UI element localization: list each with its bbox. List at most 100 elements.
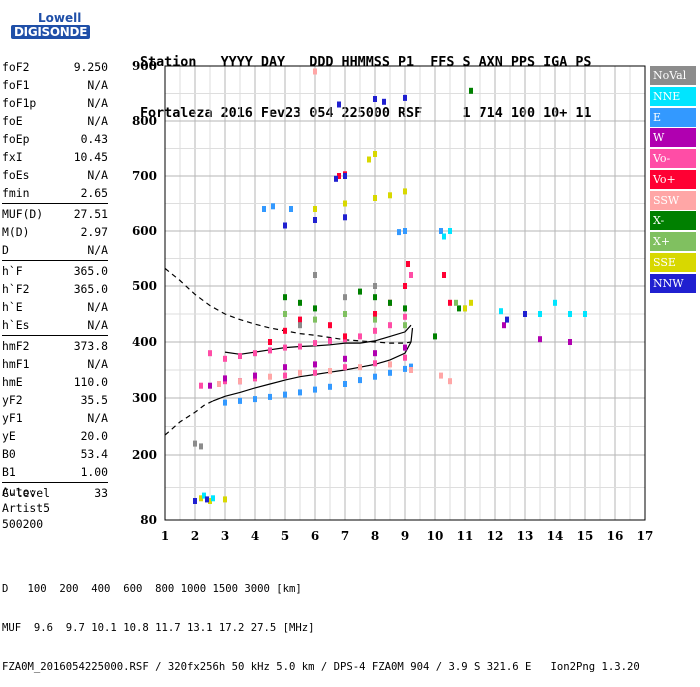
parameter-row: foE N/A — [2, 112, 108, 130]
data-point-w — [208, 382, 212, 389]
data-point-noval — [373, 283, 377, 289]
parameter-row: foF1 N/A — [2, 76, 108, 94]
parameter-row: hmF1 N/A — [2, 355, 108, 373]
data-point-ssw — [439, 372, 443, 379]
parameter-name: yF1 — [2, 411, 23, 425]
x-tick-label: 6 — [311, 529, 319, 543]
y-tick-label: 300 — [132, 391, 157, 405]
parameter-value: 365.0 — [73, 264, 108, 278]
data-point-vo- — [328, 337, 332, 344]
x-tick-label: 2 — [191, 529, 199, 543]
parameter-value: N/A — [87, 114, 108, 128]
parameter-name: h`Es — [2, 318, 30, 332]
parameter-name: hmF1 — [2, 357, 30, 371]
data-point-vo- — [358, 333, 362, 340]
logo-line-1: Lowell — [38, 11, 82, 25]
data-point-ssw — [217, 381, 221, 387]
x-tick-label: 1 — [161, 529, 169, 543]
parameter-row: foEs N/A — [2, 166, 108, 184]
auto-label: Auto: — [2, 485, 37, 499]
y-tick-label: 200 — [132, 448, 157, 462]
y-tick-label: 400 — [132, 335, 157, 349]
data-point-x- — [388, 299, 392, 306]
parameter-value: N/A — [87, 168, 108, 182]
data-point-nnw — [343, 214, 347, 221]
data-point-nnw — [382, 98, 386, 105]
parameter-name: yF2 — [2, 393, 23, 407]
parameter-value: N/A — [87, 243, 108, 257]
data-point-noval — [199, 443, 203, 450]
legend-item-w: W — [650, 128, 696, 148]
data-point-ssw — [313, 68, 317, 75]
legend-item-nnw: NNW — [650, 273, 696, 293]
parameter-name: foF1p — [2, 96, 37, 110]
data-point-x- — [313, 305, 317, 312]
parameter-name: D — [2, 243, 9, 257]
parameter-value: N/A — [87, 411, 108, 425]
data-point-vo- — [268, 347, 272, 354]
data-point-x- — [313, 316, 317, 323]
x-tick-label: 8 — [371, 529, 379, 543]
data-point-nne — [211, 495, 215, 502]
data-point-w — [568, 339, 572, 345]
data-point-nnw — [334, 175, 338, 182]
data-point-vo- — [373, 360, 377, 367]
parameter-separator — [2, 335, 108, 336]
data-point-vo- — [328, 322, 332, 329]
data-point-x- — [358, 288, 362, 295]
data-point-w — [538, 336, 542, 343]
data-point-vo- — [409, 272, 413, 278]
legend-item-ssw: SSW — [650, 190, 696, 210]
parameter-name: foEs — [2, 168, 30, 182]
data-point-nnw — [343, 173, 347, 179]
parameter-row: yF2 35.5 — [2, 391, 108, 409]
data-point-e — [397, 229, 401, 236]
data-point-x- — [343, 311, 347, 317]
data-point-ssw — [298, 369, 302, 376]
parameter-value: 27.51 — [73, 207, 108, 221]
data-point-nne — [553, 299, 557, 306]
parameter-row: B1 1.00 — [2, 463, 108, 481]
parameter-row: fmin 2.65 — [2, 184, 108, 202]
data-point-nnw — [205, 496, 209, 503]
parameter-value: 110.0 — [73, 375, 108, 389]
data-point-vo- — [406, 261, 410, 267]
data-point-vo- — [298, 343, 302, 350]
data-point-nne — [568, 311, 572, 317]
parameter-value: 2.97 — [80, 225, 108, 239]
parameter-name: hmF2 — [2, 339, 30, 353]
data-point-e — [289, 206, 293, 212]
data-point-vo- — [283, 327, 287, 334]
data-point-vo- — [343, 364, 347, 371]
data-point-x- — [403, 322, 407, 329]
x-tick-label: 13 — [517, 529, 534, 543]
parameter-value: 53.4 — [80, 447, 108, 461]
x-tick-label: 17 — [637, 529, 654, 543]
data-point-e — [373, 373, 377, 380]
parameter-name: yE — [2, 429, 16, 443]
x-tick-label: 16 — [607, 529, 624, 543]
data-point-vo- — [313, 369, 317, 376]
footer-file-info: FZA0M_2016054225000.RSF / 320fx256h 50 k… — [2, 661, 640, 673]
data-point-w — [313, 361, 317, 368]
parameter-row: foEp 0.43 — [2, 130, 108, 148]
y-tick-label: 900 — [132, 59, 157, 73]
footer-muf-label: MUF — [2, 622, 22, 634]
data-point-sse — [313, 206, 317, 212]
data-point-w — [343, 355, 347, 362]
parameter-value: N/A — [87, 300, 108, 314]
legend-item-noval: NoVal — [650, 66, 696, 85]
x-tick-label: 4 — [251, 529, 259, 543]
auto-program: Artist5 — [2, 501, 51, 515]
parameter-name: B0 — [2, 447, 16, 461]
data-point-ssw — [448, 378, 452, 385]
parameter-separator — [2, 260, 108, 261]
data-point-w — [283, 364, 287, 371]
data-point-ssw — [388, 361, 392, 368]
autoscaling-info: Auto: Artist5 500200 — [2, 484, 50, 532]
parameter-value: 35.5 — [80, 393, 108, 407]
data-point-vo- — [403, 283, 407, 289]
x-tick-label: 7 — [341, 529, 349, 543]
parameter-name: foF1 — [2, 78, 30, 92]
data-point-nnw — [505, 316, 509, 323]
